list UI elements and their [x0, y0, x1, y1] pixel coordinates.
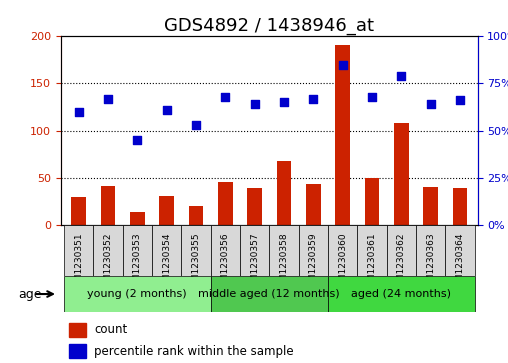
Text: GSM1230356: GSM1230356 [221, 233, 230, 293]
FancyBboxPatch shape [387, 225, 416, 276]
Point [250, 101, 259, 107]
Bar [394, 123, 408, 225]
Text: count: count [94, 323, 128, 337]
Text: middle aged (12 months): middle aged (12 months) [199, 289, 340, 299]
FancyBboxPatch shape [152, 225, 181, 276]
Title: GDS4892 / 1438946_at: GDS4892 / 1438946_at [164, 17, 374, 35]
FancyBboxPatch shape [269, 225, 299, 276]
Text: GSM1230363: GSM1230363 [426, 233, 435, 293]
Point [75, 109, 83, 115]
FancyBboxPatch shape [211, 276, 328, 312]
Text: GSM1230362: GSM1230362 [397, 233, 406, 293]
Text: GSM1230360: GSM1230360 [338, 233, 347, 293]
Text: young (2 months): young (2 months) [87, 289, 187, 299]
FancyBboxPatch shape [299, 225, 328, 276]
Text: GSM1230357: GSM1230357 [250, 233, 259, 293]
Point [427, 101, 435, 107]
FancyBboxPatch shape [93, 225, 122, 276]
Bar [130, 212, 145, 225]
Bar [71, 197, 86, 225]
FancyBboxPatch shape [416, 225, 445, 276]
Point [456, 98, 464, 103]
Bar [423, 187, 438, 225]
Bar [276, 161, 291, 225]
Point [104, 96, 112, 102]
Point [133, 137, 141, 143]
Text: GSM1230359: GSM1230359 [309, 233, 318, 293]
Point [309, 96, 318, 102]
Point [163, 107, 171, 113]
Bar [159, 196, 174, 225]
Text: age: age [18, 287, 42, 301]
Bar [335, 45, 350, 225]
Text: GSM1230352: GSM1230352 [104, 233, 112, 293]
Bar [218, 182, 233, 225]
Text: GSM1230364: GSM1230364 [455, 233, 464, 293]
Bar [365, 178, 379, 225]
Bar [453, 188, 467, 225]
Text: aged (24 months): aged (24 months) [351, 289, 451, 299]
FancyBboxPatch shape [357, 225, 387, 276]
Bar [188, 206, 203, 225]
Text: GSM1230358: GSM1230358 [279, 233, 289, 293]
Text: GSM1230353: GSM1230353 [133, 233, 142, 293]
Point [397, 73, 405, 79]
FancyBboxPatch shape [64, 276, 211, 312]
FancyBboxPatch shape [328, 276, 474, 312]
Text: GSM1230361: GSM1230361 [367, 233, 376, 293]
Bar [69, 323, 86, 337]
Bar [306, 184, 321, 225]
FancyBboxPatch shape [240, 225, 269, 276]
FancyBboxPatch shape [328, 225, 357, 276]
Bar [69, 344, 86, 358]
Point [192, 122, 200, 128]
FancyBboxPatch shape [122, 225, 152, 276]
Point [221, 94, 229, 99]
FancyBboxPatch shape [181, 225, 211, 276]
Point [338, 62, 346, 68]
Point [280, 99, 288, 105]
Text: GSM1230351: GSM1230351 [74, 233, 83, 293]
FancyBboxPatch shape [445, 225, 474, 276]
Text: GSM1230355: GSM1230355 [192, 233, 200, 293]
Text: GSM1230354: GSM1230354 [162, 233, 171, 293]
Point [368, 94, 376, 99]
Bar [101, 186, 115, 225]
FancyBboxPatch shape [211, 225, 240, 276]
FancyBboxPatch shape [64, 225, 93, 276]
Text: percentile rank within the sample: percentile rank within the sample [94, 345, 294, 358]
Bar [247, 188, 262, 225]
